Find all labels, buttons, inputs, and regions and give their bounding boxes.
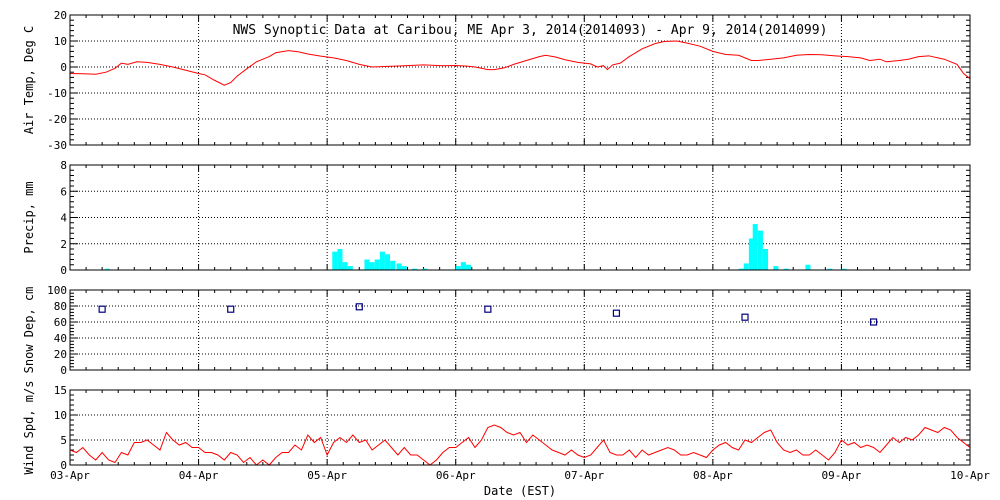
y-tick-label: 40 xyxy=(54,332,67,345)
precip-bar xyxy=(369,262,375,270)
y-tick-label: 20 xyxy=(54,348,67,361)
series-line-wind xyxy=(69,424,971,466)
snow-depth-point xyxy=(741,313,749,321)
precip-bar xyxy=(422,268,428,270)
precip-bar xyxy=(337,249,343,270)
precip-bar xyxy=(805,264,811,270)
precip-bar xyxy=(460,262,466,270)
precip-bar xyxy=(783,268,789,270)
y-tick-label: 0 xyxy=(60,459,67,472)
precip-bar xyxy=(455,266,461,270)
x-tick-label: 09-Apr xyxy=(822,469,862,482)
y-axis-label-temp: Air Temp, Deg C xyxy=(22,26,36,134)
x-tick-label: 03-Apr xyxy=(50,469,90,482)
y-tick-label: 0 xyxy=(60,264,67,277)
x-axis-label: Date (EST) xyxy=(484,484,556,498)
precip-bar xyxy=(396,263,402,270)
snow-depth-point xyxy=(355,303,363,311)
precip-bar xyxy=(412,268,418,270)
y-tick-label: 4 xyxy=(60,212,67,225)
y-axis-label-precip: Precip, mm xyxy=(22,181,36,253)
panel-frame-wind xyxy=(69,389,971,466)
precip-bar xyxy=(390,260,396,270)
precip-bar xyxy=(748,238,754,270)
precip-bar xyxy=(364,259,370,270)
precip-bar xyxy=(763,249,769,270)
panel-precip: 0 2 4 6 8 Precip, mm xyxy=(22,159,971,277)
x-tick-label: 05-Apr xyxy=(307,469,347,482)
y-tick-label: 100 xyxy=(47,284,67,297)
precip-bar xyxy=(342,262,348,270)
y-tick-label: 0 xyxy=(60,364,67,377)
snow-depth-point xyxy=(869,318,878,326)
y-tick-label: 20 xyxy=(54,9,67,22)
y-tick-label: 6 xyxy=(60,185,67,198)
snow-depth-point xyxy=(484,305,492,313)
panel-temp: 20 10 0 -10 -20 -30 Air Temp, Deg C xyxy=(22,9,971,152)
panel-frame-snow xyxy=(69,289,971,371)
y-tick-label: 80 xyxy=(54,300,67,313)
panel-wind: 0 5 10 15 Wind Spd, m/s 03-Apr 04-Apr 05-Apr 06-… xyxy=(22,381,990,482)
y-tick-label: -20 xyxy=(47,113,67,126)
y-tick-label: 8 xyxy=(60,159,67,172)
y-tick-label: 10 xyxy=(54,409,67,422)
precip-bar xyxy=(104,268,110,270)
y-axis-label-snow: Snow Dep, cm xyxy=(22,287,36,374)
y-tick-label: 15 xyxy=(54,384,67,397)
series-line-temp xyxy=(69,40,971,86)
precip-bar xyxy=(374,259,380,270)
precip-bar xyxy=(773,266,779,270)
precip-bar xyxy=(757,230,763,270)
precip-bar xyxy=(841,268,847,270)
snow-depth-point xyxy=(98,305,106,313)
y-axis-label-wind: Wind Spd, m/s xyxy=(22,381,36,475)
precip-bar xyxy=(466,264,472,270)
precip-bar xyxy=(401,266,407,270)
snow-depth-point xyxy=(612,309,621,317)
x-tick-label: 08-Apr xyxy=(693,469,733,482)
chart-title: NWS Synoptic Data at Caribou, ME Apr 3, … xyxy=(233,23,828,38)
precip-bar xyxy=(347,266,353,270)
y-tick-label: 5 xyxy=(60,434,67,447)
precip-bar xyxy=(385,254,391,270)
x-tick-label: 04-Apr xyxy=(179,469,219,482)
y-tick-label: -30 xyxy=(47,139,67,152)
y-tick-label: 0 xyxy=(60,61,67,74)
x-tick-label: 10-Apr xyxy=(950,469,990,482)
x-tick-label: 07-Apr xyxy=(564,469,604,482)
precip-bar xyxy=(743,263,749,270)
y-tick-label: 10 xyxy=(54,35,67,48)
snow-depth-point xyxy=(227,305,235,313)
precip-bar xyxy=(827,268,833,270)
y-tick-label: 2 xyxy=(60,238,67,251)
x-tick-label: 06-Apr xyxy=(436,469,476,482)
precip-bar xyxy=(332,251,338,270)
y-tick-label: 60 xyxy=(54,316,67,329)
precip-bar xyxy=(379,251,385,270)
panel-frame-precip xyxy=(69,164,971,271)
precip-bar xyxy=(738,268,744,270)
y-tick-label: -10 xyxy=(47,87,67,100)
precip-bar xyxy=(752,224,758,270)
panel-frame-temp xyxy=(69,14,971,146)
panel-snow: 0 20 40 60 80 100 Snow Dep, cm xyxy=(22,284,971,377)
